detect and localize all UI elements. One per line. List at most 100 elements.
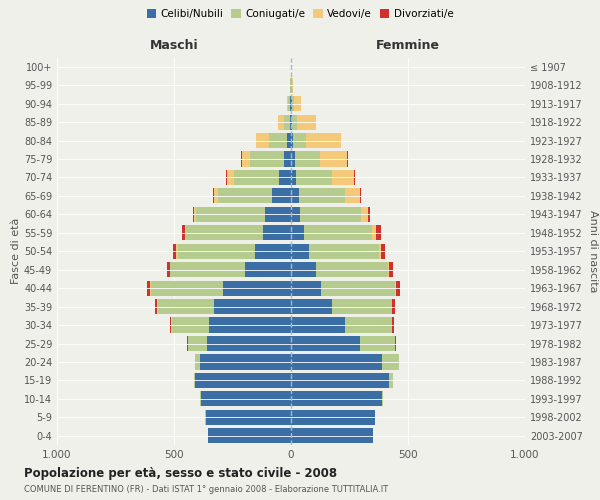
Bar bbox=[291, 114, 292, 130]
Bar bbox=[151, 280, 223, 295]
Bar bbox=[172, 318, 209, 332]
Bar bbox=[173, 244, 176, 259]
Bar bbox=[392, 299, 395, 314]
Bar bbox=[368, 207, 370, 222]
Bar bbox=[332, 299, 392, 314]
Bar bbox=[291, 392, 382, 406]
Bar bbox=[297, 114, 316, 130]
Bar bbox=[293, 96, 301, 111]
Bar bbox=[379, 244, 381, 259]
Bar bbox=[291, 133, 293, 148]
Bar bbox=[291, 207, 301, 222]
Bar bbox=[193, 207, 194, 222]
Bar bbox=[214, 299, 291, 314]
Bar bbox=[206, 410, 291, 425]
Bar bbox=[291, 373, 389, 388]
Bar bbox=[146, 280, 150, 295]
Bar bbox=[299, 188, 345, 204]
Bar bbox=[291, 299, 332, 314]
Bar bbox=[170, 262, 245, 278]
Bar bbox=[292, 114, 297, 130]
Bar bbox=[291, 96, 292, 111]
Text: Maschi: Maschi bbox=[149, 39, 199, 52]
Bar bbox=[186, 225, 263, 240]
Bar bbox=[292, 96, 293, 111]
Bar bbox=[272, 188, 291, 204]
Bar bbox=[287, 96, 289, 111]
Bar bbox=[170, 318, 172, 332]
Bar bbox=[376, 225, 381, 240]
Bar bbox=[208, 428, 291, 444]
Bar bbox=[176, 244, 178, 259]
Bar bbox=[291, 410, 375, 425]
Bar bbox=[250, 152, 284, 166]
Bar bbox=[185, 225, 186, 240]
Bar bbox=[158, 299, 214, 314]
Bar bbox=[345, 188, 360, 204]
Bar bbox=[263, 225, 291, 240]
Bar bbox=[361, 207, 368, 222]
Bar bbox=[207, 336, 291, 351]
Bar bbox=[194, 207, 196, 222]
Bar bbox=[265, 207, 291, 222]
Bar bbox=[291, 152, 295, 166]
Bar bbox=[389, 262, 394, 278]
Bar bbox=[278, 114, 284, 130]
Bar bbox=[301, 207, 361, 222]
Bar bbox=[354, 170, 355, 185]
Bar bbox=[308, 244, 379, 259]
Bar bbox=[360, 336, 395, 351]
Bar bbox=[316, 262, 388, 278]
Bar bbox=[291, 428, 373, 444]
Bar bbox=[291, 336, 360, 351]
Bar bbox=[291, 244, 308, 259]
Bar bbox=[291, 170, 296, 185]
Y-axis label: Fasce di età: Fasce di età bbox=[11, 218, 21, 284]
Bar bbox=[280, 170, 291, 185]
Bar bbox=[233, 170, 280, 185]
Bar bbox=[395, 336, 396, 351]
Bar bbox=[389, 373, 393, 388]
Bar bbox=[194, 373, 195, 388]
Bar bbox=[392, 318, 394, 332]
Bar bbox=[291, 188, 299, 204]
Bar bbox=[182, 225, 185, 240]
Bar bbox=[381, 244, 385, 259]
Bar bbox=[388, 262, 389, 278]
Bar bbox=[209, 318, 291, 332]
Bar bbox=[291, 280, 322, 295]
Bar bbox=[306, 133, 341, 148]
Text: Popolazione per età, sesso e stato civile - 2008: Popolazione per età, sesso e stato civil… bbox=[24, 468, 337, 480]
Bar bbox=[284, 152, 291, 166]
Bar bbox=[372, 225, 376, 240]
Bar bbox=[196, 207, 265, 222]
Bar bbox=[360, 188, 361, 204]
Bar bbox=[242, 152, 250, 166]
Bar bbox=[290, 96, 291, 111]
Bar bbox=[245, 262, 291, 278]
Bar bbox=[293, 133, 306, 148]
Bar bbox=[291, 225, 304, 240]
Bar bbox=[345, 318, 392, 332]
Bar bbox=[178, 244, 255, 259]
Bar bbox=[188, 336, 207, 351]
Bar bbox=[322, 280, 395, 295]
Text: COMUNE DI FERENTINO (FR) - Dati ISTAT 1° gennaio 2008 - Elaborazione TUTTITALIA.: COMUNE DI FERENTINO (FR) - Dati ISTAT 1°… bbox=[24, 485, 388, 494]
Legend: Celibi/Nubili, Coniugati/e, Vedovi/e, Divorziati/e: Celibi/Nubili, Coniugati/e, Vedovi/e, Di… bbox=[143, 5, 457, 24]
Bar bbox=[295, 152, 320, 166]
Bar bbox=[292, 78, 293, 92]
Bar bbox=[291, 354, 382, 370]
Bar bbox=[155, 299, 157, 314]
Bar bbox=[195, 373, 291, 388]
Bar bbox=[227, 170, 233, 185]
Bar bbox=[291, 318, 345, 332]
Bar bbox=[289, 96, 290, 111]
Bar bbox=[291, 262, 316, 278]
Bar bbox=[214, 188, 218, 204]
Bar bbox=[290, 114, 291, 130]
Text: Femmine: Femmine bbox=[376, 39, 440, 52]
Bar bbox=[167, 262, 170, 278]
Bar bbox=[255, 244, 291, 259]
Bar bbox=[200, 354, 291, 370]
Bar bbox=[195, 354, 200, 370]
